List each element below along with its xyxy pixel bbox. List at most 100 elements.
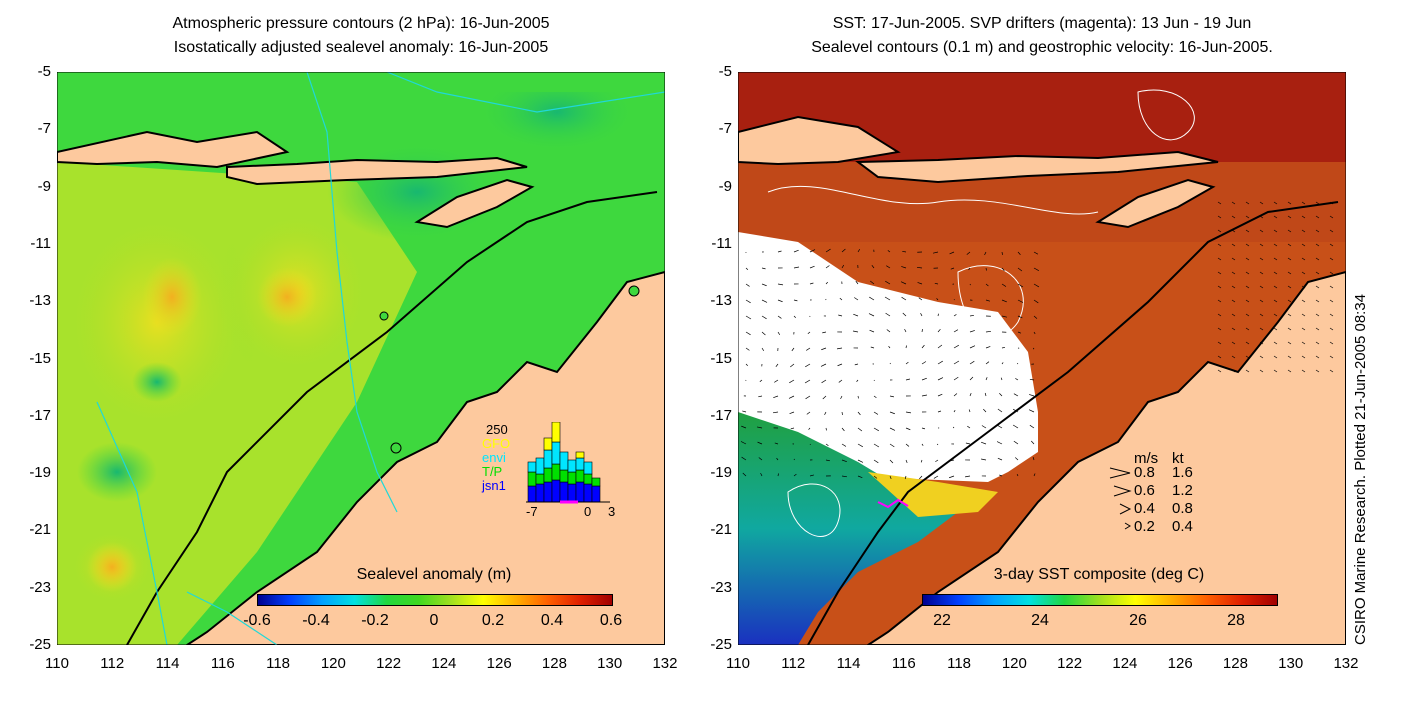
velocity-arrow xyxy=(1259,341,1264,345)
velocity-arrow xyxy=(1259,215,1264,219)
velocity-arrow xyxy=(871,264,875,269)
velocity-arrow xyxy=(1301,285,1306,289)
timor-island xyxy=(1095,178,1216,229)
velocity-arrow xyxy=(969,345,976,349)
x-tick-label: 112 xyxy=(100,655,125,672)
legend-tp: T/P xyxy=(482,464,503,479)
velocity-arrow xyxy=(953,409,956,413)
velocity-arrow xyxy=(857,427,863,432)
velocity-arrow xyxy=(901,266,907,269)
velocity-arrow xyxy=(1217,369,1222,373)
velocity-arrow xyxy=(1273,341,1278,345)
velocity-arrow xyxy=(760,472,763,477)
velocity-arrow xyxy=(1029,424,1035,429)
left-colorbar-ticks: -0.6 -0.4 -0.2 0 0.2 0.4 0.6 xyxy=(243,612,622,632)
colorbar-tick-label: -0.6 xyxy=(243,612,271,629)
velocity-arrow xyxy=(852,330,859,333)
velocity-arrow xyxy=(745,347,750,351)
velocity-arrow xyxy=(980,441,987,445)
velocity-arrow xyxy=(1231,341,1236,345)
colorbar-tick-label: -0.4 xyxy=(302,612,330,629)
velocity-arrow xyxy=(1231,299,1236,303)
velocity-arrow xyxy=(777,299,783,303)
velocity-arrow xyxy=(857,249,861,253)
sealevel-anomaly-map xyxy=(57,72,665,645)
velocity-arrow xyxy=(1245,215,1250,219)
velocity-arrow xyxy=(917,282,923,285)
velocity-legend-kt: 1.6 xyxy=(1172,464,1193,481)
velocity-arrow xyxy=(1329,215,1334,219)
java-island xyxy=(57,130,290,169)
velocity-arrow xyxy=(1273,243,1278,247)
velocity-arrow xyxy=(996,441,1003,445)
x-tick-label: 126 xyxy=(486,655,512,672)
x-tick-label: 110 xyxy=(726,655,750,672)
velocity-arrow xyxy=(985,330,992,333)
velocity-arrow xyxy=(758,457,763,461)
velocity-arrow xyxy=(856,379,859,382)
velocity-arrow xyxy=(984,392,987,397)
velocity-arrow xyxy=(857,475,863,479)
velocity-arrow xyxy=(836,347,843,350)
x-tick-label: 130 xyxy=(597,655,623,672)
velocity-arrow xyxy=(1000,377,1003,381)
right-colorbar-label: 3-day SST composite (deg C) xyxy=(993,566,1205,583)
velocity-arrow xyxy=(1301,341,1306,345)
velocity-arrow xyxy=(905,361,909,365)
velocity-arrow xyxy=(885,280,891,285)
velocity-arrow xyxy=(825,427,827,431)
tide-gauge-marker xyxy=(379,311,389,321)
velocity-arrow xyxy=(1315,313,1320,317)
velocity-arrow xyxy=(953,393,958,397)
velocity-arrow xyxy=(1315,243,1320,247)
velocity-arrow xyxy=(921,361,927,365)
velocity-arrow xyxy=(1017,315,1023,319)
svp-drifter-track xyxy=(877,498,909,509)
velocity-arrow xyxy=(1315,299,1320,303)
velocity-arrow xyxy=(889,443,895,448)
velocity-arrow xyxy=(1033,331,1036,335)
velocity-arrow xyxy=(825,281,828,285)
velocity-arrow xyxy=(853,313,859,317)
x-tick-label: 122 xyxy=(376,655,402,672)
legend-envi: envi xyxy=(482,450,506,465)
velocity-arrow xyxy=(969,376,974,381)
velocity-arrow xyxy=(1245,369,1250,373)
tide-gauge-marker xyxy=(390,442,402,454)
velocity-arrow xyxy=(916,266,923,269)
velocity-arrow xyxy=(1245,243,1250,247)
velocity-legend-ms-header: m/s xyxy=(1134,450,1159,467)
y-tick-label: -17 xyxy=(29,406,51,424)
velocity-arrow xyxy=(1301,257,1306,261)
velocity-arrow xyxy=(1231,327,1236,331)
velocity-arrow xyxy=(857,395,859,399)
velocity-arrow xyxy=(870,346,875,349)
velocity-arrow xyxy=(934,282,939,285)
altimeter-histogram: 250 GFO envi T/P jsn1 -7 0 3 xyxy=(478,422,618,522)
velocity-arrow xyxy=(761,347,765,352)
velocity-arrow xyxy=(841,475,848,478)
velocity-arrow xyxy=(901,296,907,301)
velocity-arrow xyxy=(761,283,767,287)
velocity-arrow xyxy=(983,408,987,413)
velocity-arrow xyxy=(1033,315,1038,319)
velocity-arrow xyxy=(905,411,912,414)
velocity-legend-ms: 0.4 xyxy=(1134,500,1155,517)
velocity-arrow xyxy=(1001,315,1008,318)
histogram-bars xyxy=(526,422,610,504)
velocity-arrow xyxy=(948,475,955,479)
velocity-arrow xyxy=(1329,313,1334,317)
velocity-arrow xyxy=(968,267,971,271)
velocity-arrow xyxy=(1032,457,1035,461)
velocity-arrow xyxy=(841,427,845,432)
lesser-sunda-islands xyxy=(226,156,528,186)
velocity-arrow xyxy=(921,443,924,446)
velocity-arrow xyxy=(1315,215,1320,219)
plot-credit-stamp: CSIRO Marine Research. Plotted 21-Jun-20… xyxy=(1352,293,1369,645)
x-tick-label: 118 xyxy=(947,655,972,672)
velocity-arrow xyxy=(805,363,811,368)
velocity-arrow xyxy=(937,328,941,333)
velocity-arrow xyxy=(997,457,1003,461)
y-tick-label: -19 xyxy=(29,464,51,482)
x-tick-label: 114 xyxy=(155,655,180,672)
